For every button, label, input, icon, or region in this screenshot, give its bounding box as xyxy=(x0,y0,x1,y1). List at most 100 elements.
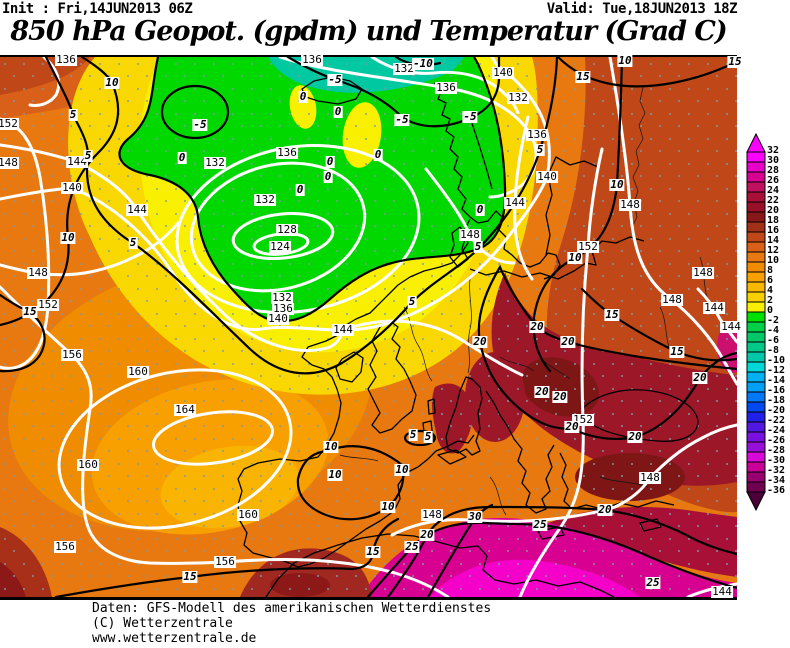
temperature-label: 15 xyxy=(365,545,381,558)
scale-cell xyxy=(746,341,766,353)
temperature-label: 20 xyxy=(552,390,568,403)
temperature-label: 15 xyxy=(669,345,685,358)
temperature-label: 10 xyxy=(327,468,343,481)
scale-cell xyxy=(746,271,766,283)
temperature-label: 0 xyxy=(325,155,335,168)
temperature-label: -10 xyxy=(412,57,434,70)
attribution-copyright: (C) Wetterzentrale xyxy=(92,616,233,631)
temperature-label: 10 xyxy=(323,440,339,453)
scale-tick-label: -20 xyxy=(767,405,786,416)
geopotential-label: 148 xyxy=(692,266,714,279)
scale-cell xyxy=(746,241,766,253)
scale-cell xyxy=(746,481,766,493)
temperature-label: 5 xyxy=(128,236,138,249)
geopotential-label: 132 xyxy=(393,62,415,75)
scale-tick-label: -2 xyxy=(767,315,780,326)
attribution-source: Daten: GFS-Modell des amerikanischen Wet… xyxy=(92,601,492,616)
init-time-label: Init : Fri,14JUN2013 06Z xyxy=(2,1,193,17)
geopotential-label: 152 xyxy=(577,240,599,253)
scale-cell xyxy=(746,401,766,413)
scale-tick-label: 22 xyxy=(767,195,780,206)
scale-cell xyxy=(746,461,766,473)
scale-cell xyxy=(746,451,766,463)
geopotential-label: 132 xyxy=(271,291,293,304)
temperature-label: 0 xyxy=(177,151,187,164)
geopotential-label: 148 xyxy=(661,293,683,306)
scale-tick-label: -30 xyxy=(767,455,786,466)
scale-tick-label: 20 xyxy=(767,205,780,216)
scale-cell xyxy=(746,251,766,263)
geopotential-label: 148 xyxy=(639,471,661,484)
scale-cell xyxy=(746,311,766,323)
scale-cell xyxy=(746,411,766,423)
scale-cell xyxy=(746,301,766,313)
scale-tick-label: -6 xyxy=(767,335,780,346)
temperature-label: 15 xyxy=(22,305,38,318)
geopotential-label: 136 xyxy=(435,81,457,94)
temperature-label: 10 xyxy=(60,231,76,244)
scale-tick-label: 26 xyxy=(767,175,780,186)
scale-tick-label: -34 xyxy=(767,475,786,486)
scale-cell xyxy=(746,211,766,223)
geopotential-label: 136 xyxy=(301,53,323,66)
temperature-label: 20 xyxy=(529,320,545,333)
temperature-label: 0 xyxy=(323,170,333,183)
geopotential-label: 132 xyxy=(507,91,529,104)
geopotential-label: 148 xyxy=(619,198,641,211)
temperature-label: 0 xyxy=(298,90,308,103)
geopotential-label: 156 xyxy=(214,555,236,568)
geopotential-label: 132 xyxy=(254,193,276,206)
temperature-label: 20 xyxy=(692,371,708,384)
scale-tick-label: -10 xyxy=(767,355,786,366)
scale-cell xyxy=(746,291,766,303)
scale-tick-label: -4 xyxy=(767,325,780,336)
temperature-label: 5 xyxy=(407,295,417,308)
geopotential-label: 152 xyxy=(0,118,19,130)
temperature-label: -5 xyxy=(327,73,343,86)
geopotential-label: 136 xyxy=(55,53,77,66)
temperature-label: -5 xyxy=(394,113,410,126)
scale-cell xyxy=(746,321,766,333)
scale-tick-label: -28 xyxy=(767,445,786,456)
geopotential-label: 144 xyxy=(703,301,725,314)
scale-tick-label: 14 xyxy=(767,235,780,246)
temperature-label: 20 xyxy=(534,385,550,398)
scale-tick-label: 30 xyxy=(767,155,780,166)
temperature-label: 20 xyxy=(419,528,435,541)
scale-tick-label: 8 xyxy=(767,265,774,276)
scale-tick-label: -24 xyxy=(767,425,786,436)
valid-time-label: Valid: Tue,18JUN2013 18Z xyxy=(546,1,738,17)
scale-cell xyxy=(746,201,766,213)
geopotential-label: 144 xyxy=(504,196,526,209)
scale-tick-label: 16 xyxy=(767,225,780,236)
temperature-label: 30 xyxy=(467,510,483,523)
scale-tick-label: 10 xyxy=(767,255,780,266)
geopotential-label: 144 xyxy=(66,155,88,168)
geopotential-label: 148 xyxy=(27,266,49,279)
scale-cell xyxy=(746,281,766,293)
weather-map: 136 136 132 140 136 132 152 136 136 144 148 132 140 1… xyxy=(0,53,743,600)
scale-cell xyxy=(746,381,766,393)
temperature-label: 15 xyxy=(182,570,198,583)
geopotential-label: 144 xyxy=(720,320,742,333)
temperature-label: 25 xyxy=(645,576,661,589)
scale-tick-label: 18 xyxy=(767,215,780,226)
attribution-url: www.wetterzentrale.de xyxy=(92,631,257,646)
temperature-label: 0 xyxy=(475,203,485,216)
geopotential-label: 156 xyxy=(54,540,76,553)
temperature-label: 5 xyxy=(473,240,483,253)
temperature-label: -5 xyxy=(192,118,208,131)
scale-cell xyxy=(746,221,766,233)
scale-tick-label: -8 xyxy=(767,345,780,356)
geopotential-label: 136 xyxy=(526,128,548,141)
chart-title: 850 hPa Geopot. (gpdm) und Temperatur (G… xyxy=(10,16,727,47)
temperature-label: 5 xyxy=(535,143,545,156)
geopotential-label: 156 xyxy=(61,348,83,361)
scale-cell xyxy=(746,471,766,483)
geopotential-label: 152 xyxy=(37,298,59,311)
contour-label-layer: 136 136 132 140 136 132 152 136 136 144 148 132 140 1… xyxy=(0,53,743,598)
scale-cell xyxy=(746,441,766,453)
temperature-label: 10 xyxy=(617,54,633,67)
scale-cell xyxy=(746,431,766,443)
